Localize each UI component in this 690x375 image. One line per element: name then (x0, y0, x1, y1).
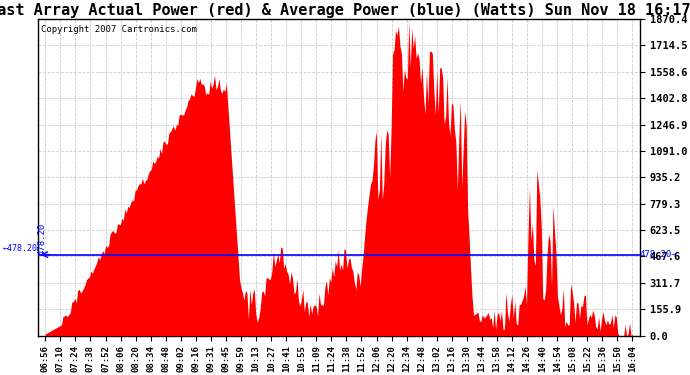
Text: 478.20: 478.20 (38, 222, 47, 255)
Text: ←478.20: ←478.20 (3, 244, 38, 253)
Text: Copyright 2007 Cartronics.com: Copyright 2007 Cartronics.com (41, 25, 197, 34)
Text: 478.20→: 478.20→ (640, 250, 678, 259)
Title: East Array Actual Power (red) & Average Power (blue) (Watts) Sun Nov 18 16:17: East Array Actual Power (red) & Average … (0, 3, 690, 18)
